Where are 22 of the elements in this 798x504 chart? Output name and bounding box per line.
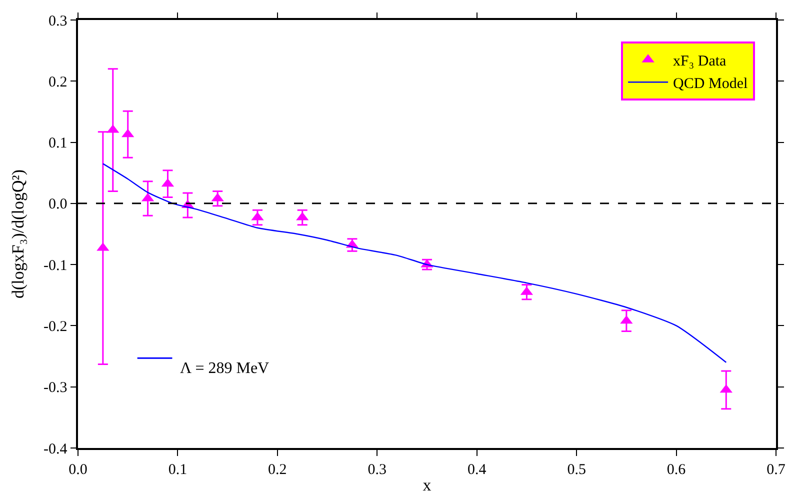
x-tick-label: 0.3: [368, 462, 387, 478]
y-tick-label: 0.1: [48, 136, 68, 152]
x-tick-label: 0.5: [567, 462, 586, 478]
y-tick-label: 0.0: [48, 196, 68, 213]
x-tick-label: 0.2: [268, 462, 287, 478]
x-tick-label: 0.4: [467, 462, 487, 478]
y-tick-label: 0.2: [48, 74, 68, 90]
y-tick-label: -0.4: [44, 441, 68, 458]
x-tick-label: 0.6: [666, 462, 686, 478]
line-series: [102, 163, 727, 363]
x-axis-title: x: [422, 476, 432, 495]
x-tick-label: 0.1: [168, 462, 188, 478]
y-tick-label: 0.3: [48, 13, 68, 30]
x-tick-label: 0.0: [68, 462, 88, 478]
legend-label: QCD Model: [673, 76, 748, 92]
x-tick-label: 0.7: [766, 462, 786, 478]
legend-label: xF₃ Data: [673, 54, 727, 70]
y-tick-label: -0.2: [44, 318, 68, 335]
annotation: Λ = 289 MeV: [180, 360, 270, 377]
y-tick-label: -0.3: [44, 380, 68, 396]
y-tick-label: -0.1: [44, 258, 68, 274]
y-axis-title: d(logxF₃)/d(logQ²): [8, 169, 28, 299]
